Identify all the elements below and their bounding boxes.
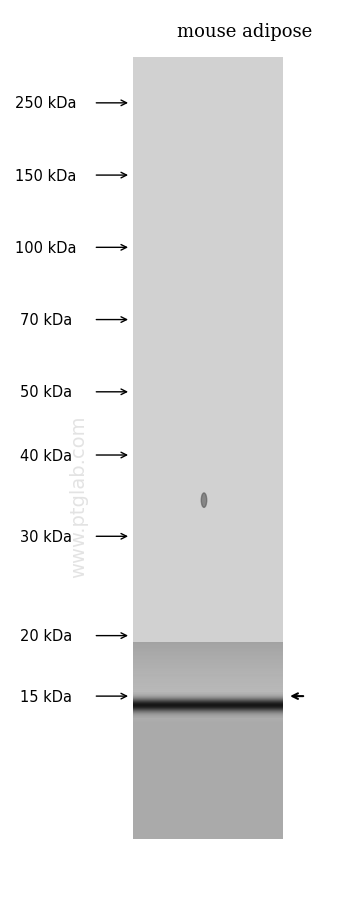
Text: mouse adipose: mouse adipose xyxy=(177,23,312,41)
Text: 150 kDa: 150 kDa xyxy=(15,169,76,183)
Text: 40 kDa: 40 kDa xyxy=(20,448,72,463)
Text: 50 kDa: 50 kDa xyxy=(20,385,72,400)
Circle shape xyxy=(201,493,207,508)
Text: www.ptglab.com: www.ptglab.com xyxy=(69,415,88,577)
Text: 70 kDa: 70 kDa xyxy=(20,313,72,327)
Text: 100 kDa: 100 kDa xyxy=(15,241,76,255)
Text: 15 kDa: 15 kDa xyxy=(20,689,72,704)
Text: 20 kDa: 20 kDa xyxy=(20,629,72,643)
Text: 250 kDa: 250 kDa xyxy=(15,97,76,111)
Text: 30 kDa: 30 kDa xyxy=(20,529,72,544)
